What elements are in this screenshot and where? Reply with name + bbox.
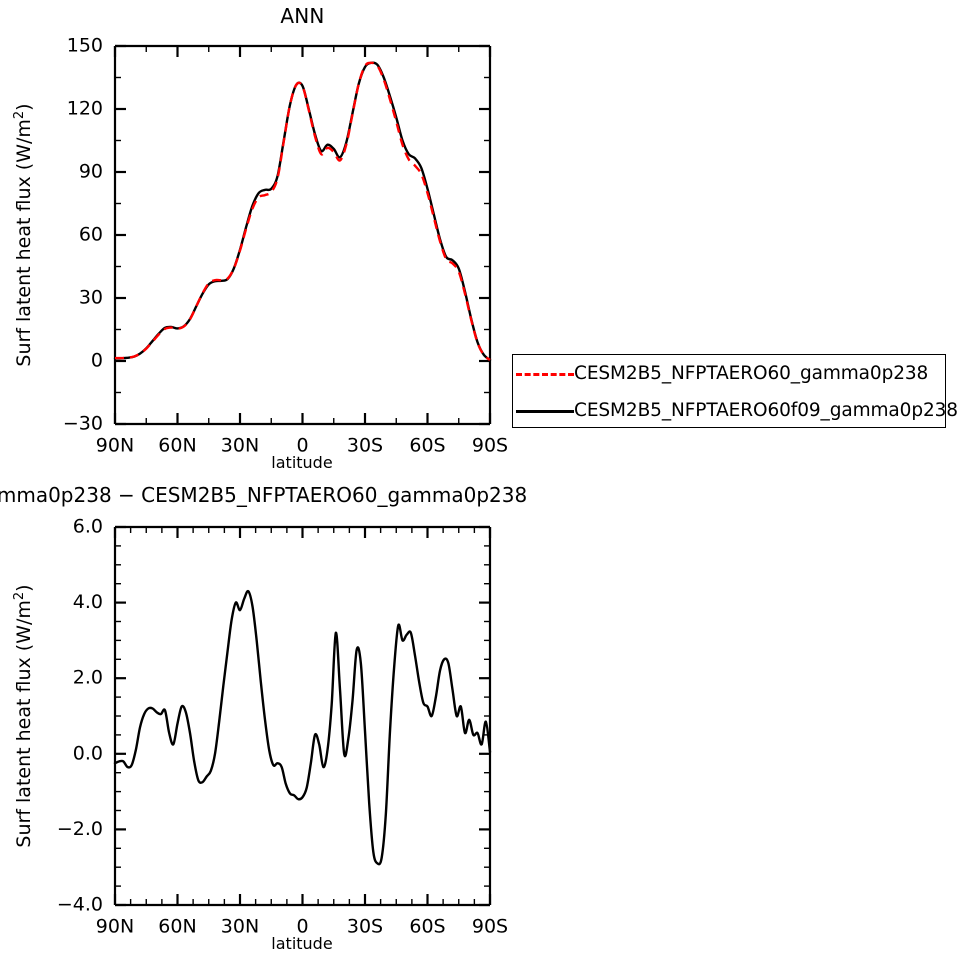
bottom-chart-panel: 90N60N30N030S60S90S6.04.02.00.0−2.0−4.0 … — [0, 505, 977, 975]
x-tick-label: 90S — [472, 916, 508, 938]
y-tick-label: 0.0 — [73, 742, 103, 764]
y-tick-label: −2.0 — [57, 818, 103, 840]
y-tick-label: −30 — [63, 413, 103, 435]
bottom-chart-svg: 90N60N30N030S60S90S6.04.02.00.0−2.0−4.0 … — [0, 505, 977, 975]
legend-swatch-black-solid — [516, 404, 574, 418]
x-tick-label: 90S — [472, 435, 508, 457]
x-tick-label: 90N — [96, 435, 134, 457]
legend-label-nfptaero60: CESM2B5_NFPTAERO60_gamma0p238 — [574, 363, 928, 384]
y-tick-label: 4.0 — [73, 591, 103, 613]
series-line-difference — [115, 591, 490, 864]
legend-label-nfptaero60f09: CESM2B5_NFPTAERO60f09_gamma0p238 — [574, 400, 958, 421]
y-tick-label: 120 — [67, 98, 103, 120]
y-tick-label: 0 — [91, 350, 103, 372]
top-ylabel-main: Surf latent heat flux (W/m — [13, 119, 35, 367]
x-tick-label: 60N — [158, 435, 196, 457]
svg-text:Surf latent heat flux (W/m2): Surf latent heat flux (W/m2) — [12, 103, 36, 366]
legend-entry-nfptaero60f09[interactable]: CESM2B5_NFPTAERO60f09_gamma0p238 — [513, 392, 945, 429]
bottom-axes-frame — [115, 527, 490, 905]
y-tick-label: 60 — [79, 224, 103, 246]
top-x-axis-label: latitude — [271, 453, 332, 472]
x-tick-label: 30S — [347, 916, 383, 938]
bottom-x-axis-label: latitude — [271, 934, 332, 953]
bottom-ylabel-close: ) — [13, 584, 35, 591]
x-tick-label: 60S — [409, 435, 445, 457]
y-tick-label: 30 — [79, 287, 103, 309]
top-axis-ticks — [115, 46, 490, 424]
bottom-axis-ticks — [115, 527, 490, 905]
legend-entry-nfptaero60[interactable]: CESM2B5_NFPTAERO60_gamma0p238 — [513, 355, 945, 392]
x-tick-label: 30N — [221, 916, 259, 938]
y-tick-label: 150 — [67, 35, 103, 57]
series-line-nfptaero60f09 — [115, 63, 490, 360]
legend-swatch-red-dashed — [516, 367, 574, 381]
top-y-axis-label: Surf latent heat flux (W/m2) — [12, 103, 36, 366]
top-axes-frame — [115, 46, 490, 424]
difference-chart-title: AERO60f09_gamma0p238 − CESM2B5_NFPTAERO6… — [0, 483, 825, 507]
y-tick-label: 6.0 — [73, 516, 103, 538]
x-tick-label: 30N — [221, 435, 259, 457]
y-tick-label: 90 — [79, 161, 103, 183]
top-ylabel-close: ) — [13, 103, 35, 110]
y-tick-label: −4.0 — [57, 894, 103, 916]
svg-text:Surf latent heat flux (W/m2): Surf latent heat flux (W/m2) — [12, 584, 36, 847]
bottom-axis-ticklabels: 90N60N30N030S60S90S6.04.02.00.0−2.0−4.0 — [57, 516, 508, 938]
y-tick-label: 2.0 — [73, 667, 103, 689]
x-tick-label: 30S — [347, 435, 383, 457]
x-tick-label: 90N — [96, 916, 134, 938]
x-tick-label: 60S — [409, 916, 445, 938]
chart-legend[interactable]: CESM2B5_NFPTAERO60_gamma0p238 CESM2B5_NF… — [512, 354, 946, 428]
bottom-ylabel-main: Surf latent heat flux (W/m — [13, 600, 35, 848]
bottom-y-axis-label: Surf latent heat flux (W/m2) — [12, 584, 36, 847]
bottom-ylabel-superscript: 2 — [12, 592, 27, 600]
x-tick-label: 60N — [158, 916, 196, 938]
top-ylabel-superscript: 2 — [12, 111, 27, 119]
